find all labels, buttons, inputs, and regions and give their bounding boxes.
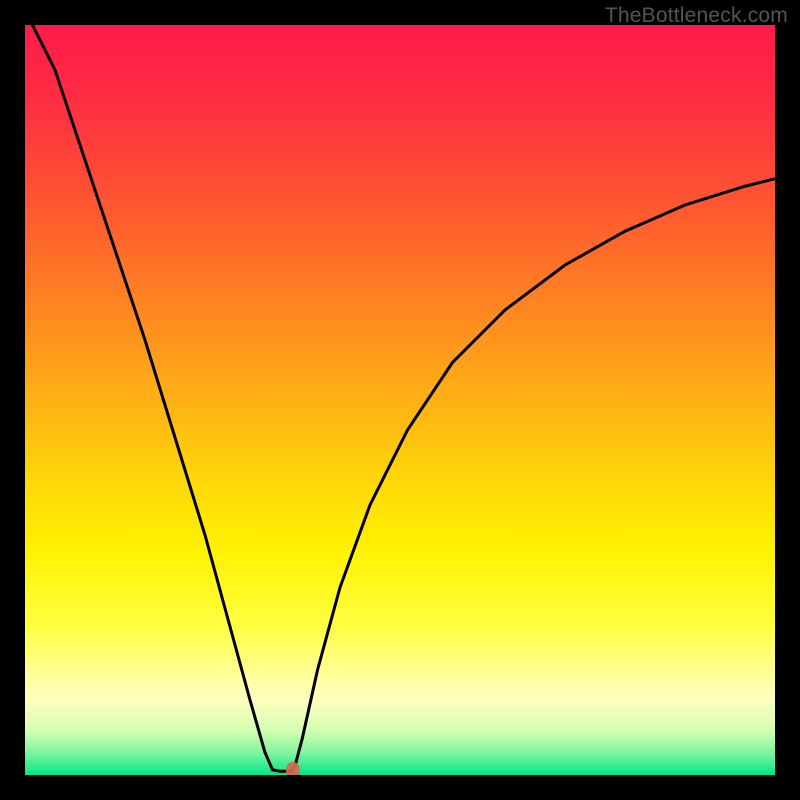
chart-background [25,25,775,775]
chart-container: TheBottleneck.com [0,0,800,800]
bottleneck-chart [0,0,800,800]
watermark-text: TheBottleneck.com [605,4,788,28]
